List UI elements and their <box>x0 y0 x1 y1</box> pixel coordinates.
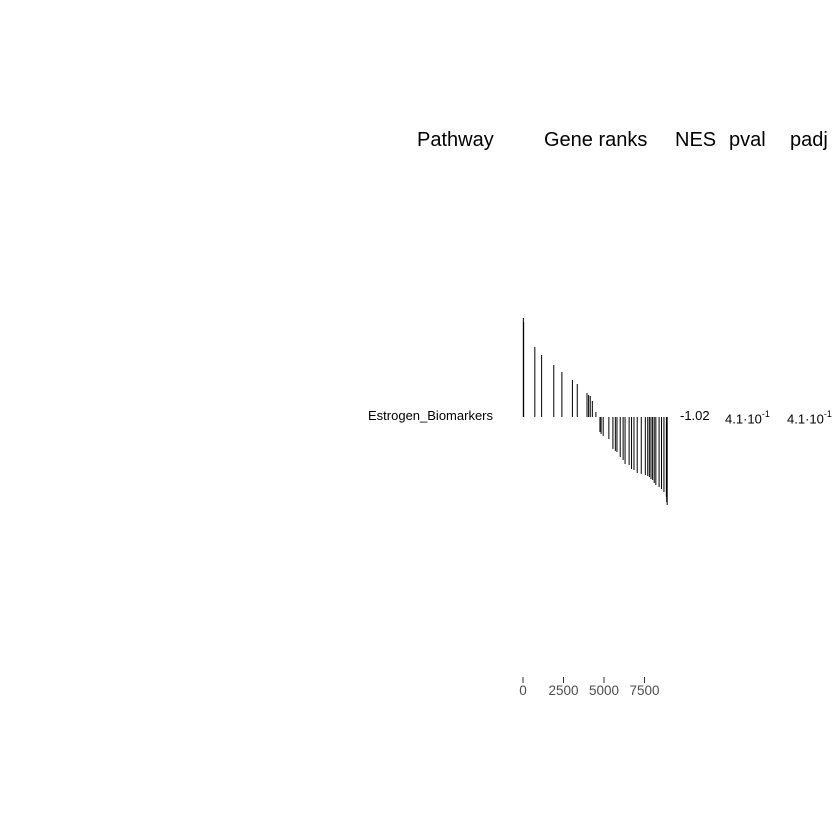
header-padj: padj <box>790 129 828 151</box>
header-pval: pval <box>729 129 766 151</box>
x-tick-label: 2500 <box>548 683 579 698</box>
header-pathway: Pathway <box>417 129 494 151</box>
pval-value: 4.1·10-1 <box>725 408 770 426</box>
padj-exponent: -1 <box>823 409 832 419</box>
x-tick-label: 5000 <box>588 683 620 698</box>
pval-mantissa: 4.1·10 <box>725 411 762 427</box>
x-tick-label: 0 <box>519 683 527 698</box>
header-nes: NES <box>675 129 717 151</box>
pathway-name: Estrogen_Biomarkers <box>368 408 493 423</box>
padj-value: 4.1·10-1 <box>787 408 832 426</box>
header-gene-ranks: Gene ranks <box>544 129 648 151</box>
pval-exponent: -1 <box>761 409 770 419</box>
x-tick-label: 7500 <box>629 683 660 698</box>
padj-mantissa: 4.1·10 <box>787 411 824 427</box>
nes-value: -1.02 <box>680 408 710 423</box>
